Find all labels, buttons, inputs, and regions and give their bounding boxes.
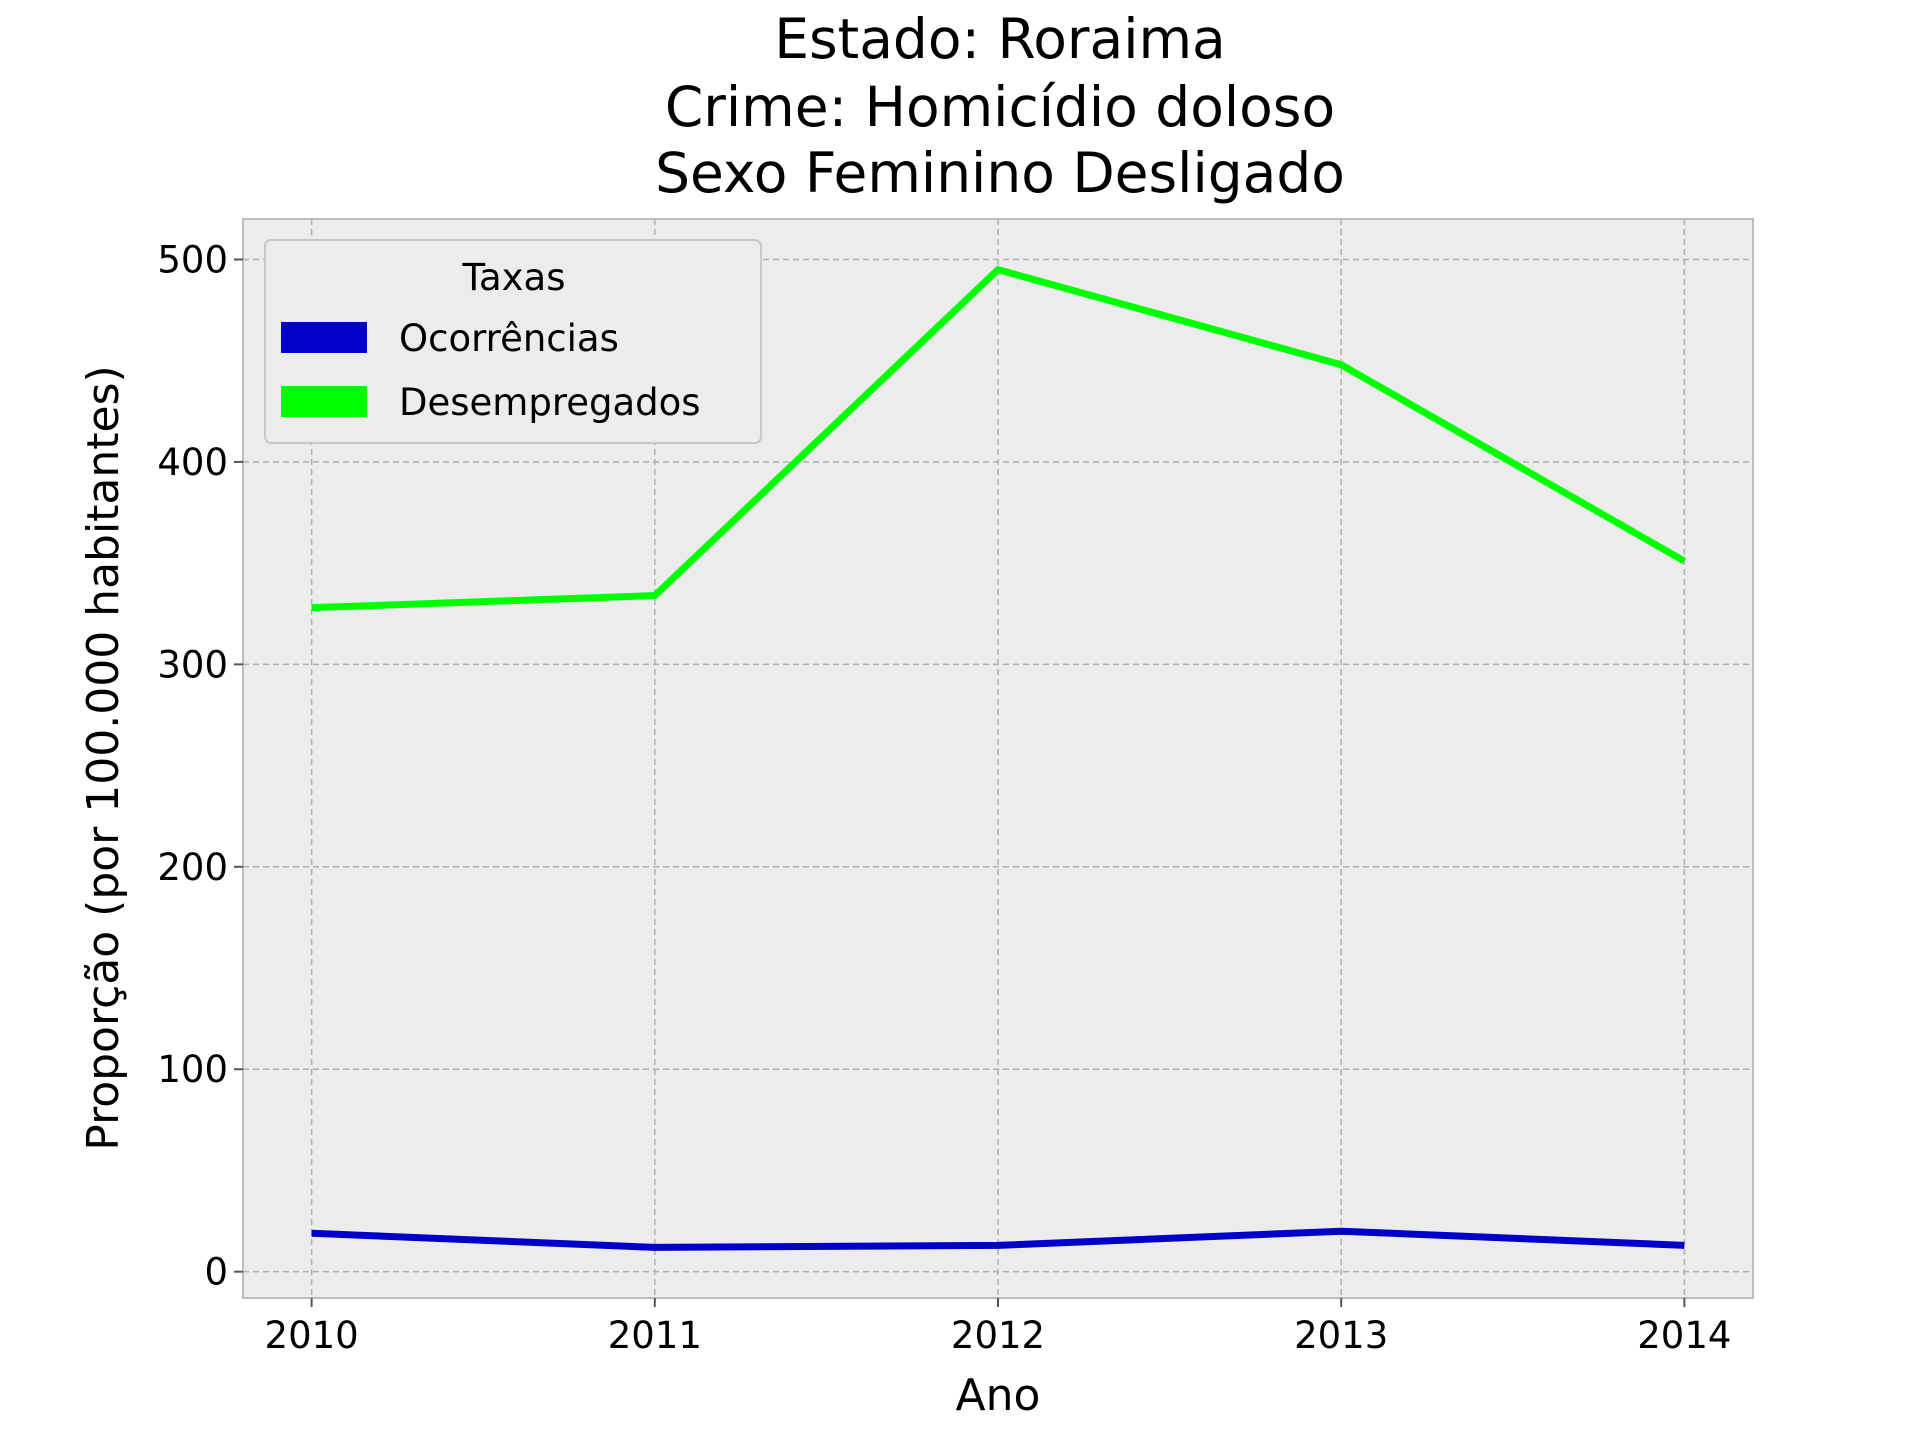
legend-label-ocorrencias: Ocorrências bbox=[399, 317, 619, 360]
x-axis-ticks: 2010 2011 2012 2013 2014 bbox=[265, 1298, 1731, 1357]
legend: Taxas Ocorrências Desempregados bbox=[264, 239, 762, 444]
title-line-3: Sexo Feminino Desligado bbox=[655, 141, 1345, 205]
series-layer bbox=[311, 266, 1687, 1251]
y-tick-label: 400 bbox=[157, 441, 228, 484]
x-axis-label: Ano bbox=[956, 1370, 1041, 1421]
x-tick-label: 2012 bbox=[951, 1314, 1045, 1357]
y-tick-label: 300 bbox=[157, 643, 228, 686]
y-tick-label: 500 bbox=[157, 238, 228, 281]
title-line-1: Estado: Roraima bbox=[774, 7, 1226, 71]
x-tick-label: 2013 bbox=[1294, 1314, 1388, 1357]
legend-swatch-desempregados bbox=[281, 386, 367, 417]
x-tick-label: 2010 bbox=[265, 1314, 359, 1357]
y-tick-label: 100 bbox=[157, 1048, 228, 1091]
y-axis-ticks: 0 100 200 300 400 500 bbox=[157, 238, 243, 1294]
legend-label-desempregados: Desempregados bbox=[399, 381, 701, 424]
title-line-2: Crime: Homicídio doloso bbox=[665, 75, 1335, 139]
series-line-desempregados bbox=[311, 266, 1687, 612]
x-tick-label: 2014 bbox=[1637, 1314, 1731, 1357]
legend-swatch-ocorrencias bbox=[281, 322, 367, 353]
y-axis-label: Proporção (por 100.000 habitantes) bbox=[78, 365, 129, 1150]
legend-box bbox=[264, 239, 762, 444]
series-line-ocorrencias bbox=[311, 1227, 1685, 1251]
legend-title: Taxas bbox=[462, 256, 566, 299]
x-tick-label: 2011 bbox=[608, 1314, 702, 1357]
y-tick-label: 200 bbox=[157, 846, 228, 889]
y-tick-label: 0 bbox=[204, 1251, 228, 1294]
chart-title: Estado: Roraima Crime: Homicídio doloso … bbox=[655, 7, 1345, 205]
